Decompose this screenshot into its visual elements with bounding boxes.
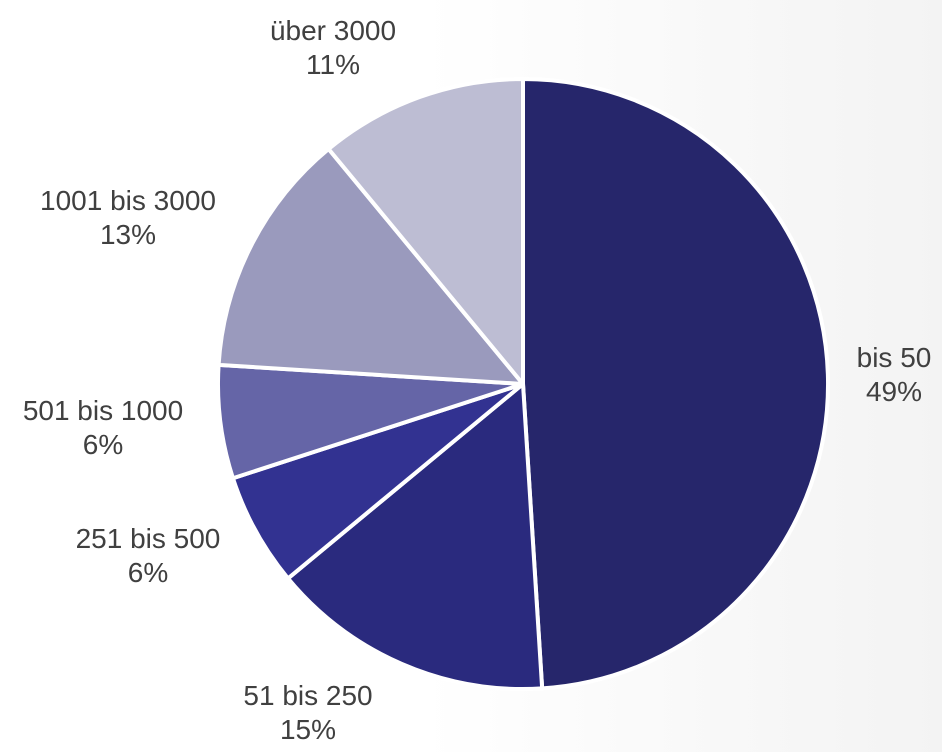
pie-slice [216,146,525,386]
slice-category-label: 251 bis 500 [76,523,221,554]
slice-percent-label: 6% [83,429,123,460]
pie-slice [285,382,545,691]
slice-category-label: 51 bis 250 [243,680,372,711]
slices-layer [216,77,831,691]
slice-percent-label: 6% [128,557,168,588]
slice-percent-label: 11% [306,49,360,80]
slice-percent-label: 49% [866,376,922,407]
slice-category-label: bis 50 [857,342,932,373]
slice-percent-label: 15% [280,714,336,745]
slice-percent-label: 13% [100,219,156,250]
slice-category-label: 501 bis 1000 [23,395,183,426]
slice-category-label: über 3000 [270,15,396,46]
pie-slice [521,77,831,691]
pie-slice [326,77,525,386]
slice-category-label: 1001 bis 3000 [40,185,216,216]
